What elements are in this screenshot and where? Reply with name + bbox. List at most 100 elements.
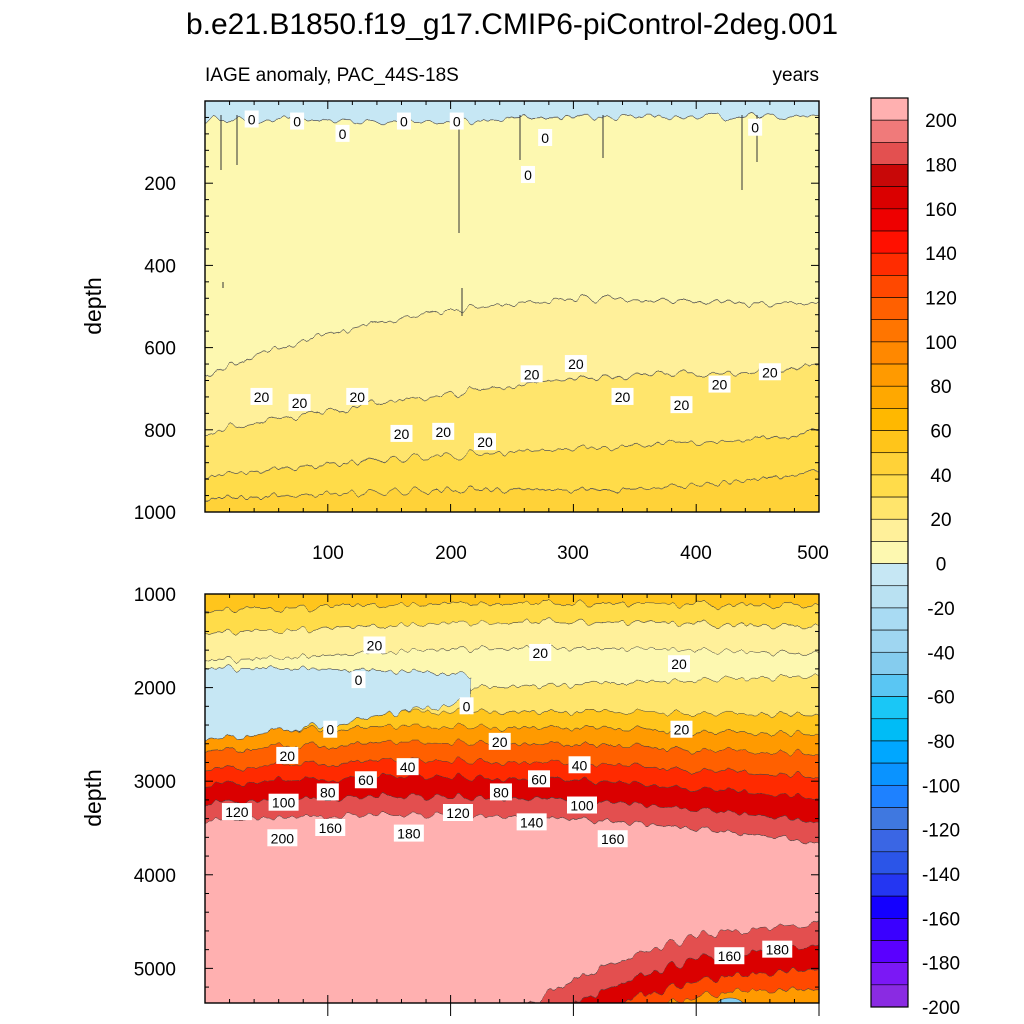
contour-label-bg xyxy=(290,112,305,130)
contour-label: 20 xyxy=(367,637,383,653)
contour-label: 160 xyxy=(601,831,625,847)
colorbar-swatch xyxy=(870,186,909,210)
colorbar-label: -60 xyxy=(927,688,954,709)
contour-label-bg xyxy=(473,433,496,451)
contour-label-bg xyxy=(516,813,547,831)
colorbar-label: 120 xyxy=(925,289,957,310)
contour-label: 20 xyxy=(568,356,584,372)
contour-label: 20 xyxy=(254,389,270,405)
top-xtick-100: 100 xyxy=(312,543,344,564)
bottom-contour-bands xyxy=(205,594,819,1003)
contour-label: 60 xyxy=(358,772,374,788)
colorbar-label: 40 xyxy=(930,466,951,487)
y-tick-label: 5000 xyxy=(134,959,176,980)
colorbar-swatch xyxy=(870,629,909,653)
colorbar-swatch xyxy=(870,851,909,875)
y-tick-label: 1000 xyxy=(134,585,176,606)
colorbar-swatch xyxy=(870,385,909,409)
contour-label-bg xyxy=(538,128,553,146)
contour-label: 200 xyxy=(271,830,295,846)
colorbar-label: 140 xyxy=(925,244,957,265)
top-subtitle-right: years xyxy=(773,65,819,86)
contour-label: 0 xyxy=(751,120,759,136)
contour-label: 20 xyxy=(349,389,365,405)
top-plot-frame xyxy=(204,100,820,513)
contour-label-bg xyxy=(611,387,634,405)
contour-label-bg xyxy=(762,940,793,958)
colorbar-swatch xyxy=(870,275,909,298)
contour-label: 20 xyxy=(762,364,778,380)
top-xtick-300: 300 xyxy=(557,543,589,564)
contour-label: 160 xyxy=(718,948,742,964)
contour-label-bg xyxy=(670,720,693,738)
contour-label: 0 xyxy=(524,167,532,183)
top-ylabel: depth xyxy=(80,277,106,335)
colorbar-swatch xyxy=(870,962,909,986)
colorbar-swatch xyxy=(870,740,909,764)
top-spikes xyxy=(220,115,758,316)
colorbar-swatch xyxy=(870,341,909,365)
colorbar-swatch xyxy=(870,142,909,165)
bottom-contour-fill xyxy=(205,594,819,1003)
colorbar-label: 80 xyxy=(930,377,951,398)
colorbar-swatch xyxy=(870,651,909,675)
top-subtitle-left: IAGE anomaly, PAC_44S-18S xyxy=(205,65,459,86)
colorbar-swatch xyxy=(870,97,909,121)
colorbar-swatch xyxy=(870,873,909,897)
contour-label-bg xyxy=(351,671,366,689)
contour-label: 80 xyxy=(320,784,336,800)
contour-label-bg xyxy=(520,165,535,183)
colorbar-label: -120 xyxy=(922,821,960,842)
bottom-deep-anomaly xyxy=(716,997,744,1003)
colorbar-label: 160 xyxy=(925,200,957,221)
contour-label: 20 xyxy=(712,377,728,393)
chart-title: b.e21.B1850.f19_g17.CMIP6-piControl-2deg… xyxy=(186,8,838,41)
top-contour-labels: 0 0 0 0 0 0 0 0 20 20 20 20 20 20 20 20 20 20 20 20 xyxy=(244,110,781,451)
colorbar-label: -140 xyxy=(922,865,960,886)
colorbar-swatch xyxy=(870,541,909,564)
contour-label: 0 xyxy=(453,114,461,130)
contour-label-bg xyxy=(529,643,552,661)
contour-label: 40 xyxy=(400,759,416,775)
y-tick-label: 3000 xyxy=(134,772,176,793)
contour-label-bg xyxy=(568,756,591,774)
colorbar-label: 100 xyxy=(925,333,957,354)
contour-label-bg xyxy=(597,830,628,848)
y-tick-label: 200 xyxy=(144,174,176,195)
colorbar-swatch xyxy=(870,474,909,498)
contour-label: 120 xyxy=(446,805,470,821)
contour-label: 20 xyxy=(435,424,451,440)
top-contour-bands xyxy=(205,101,819,512)
colorbar-swatch xyxy=(870,807,909,830)
contour-label: 20 xyxy=(674,722,690,738)
colorbar-label: 200 xyxy=(925,111,957,132)
colorbar-swatches xyxy=(870,97,909,1008)
colorbar-swatch xyxy=(870,718,909,742)
colorbar-swatch xyxy=(870,563,909,587)
colorbar-swatch xyxy=(870,607,909,631)
colorbar-swatch xyxy=(870,829,909,853)
y-tick-label: 2000 xyxy=(134,679,176,700)
y-tick-label: 4000 xyxy=(134,866,176,887)
top-xtick-400: 400 xyxy=(680,543,712,564)
y-tick-label: 600 xyxy=(144,339,176,360)
colorbar-swatch xyxy=(870,518,909,542)
contour-label-bg xyxy=(276,746,299,764)
colorbar-swatch xyxy=(870,674,909,697)
top-xtick-500: 500 xyxy=(797,543,829,564)
contour-label: 40 xyxy=(572,757,588,773)
contour-label-bg xyxy=(668,655,691,673)
contour-label-bg xyxy=(520,365,543,383)
contour-label-bg xyxy=(459,697,474,715)
contour-label: 160 xyxy=(319,820,343,836)
contour-label-bg xyxy=(316,783,339,801)
contour-label-bg xyxy=(267,829,298,847)
y-tick-label: 400 xyxy=(144,256,176,277)
contour-label-bg xyxy=(708,375,731,393)
top-contour-fill xyxy=(205,101,819,512)
contour-label-bg xyxy=(363,636,386,654)
contour-label: 0 xyxy=(326,722,334,738)
